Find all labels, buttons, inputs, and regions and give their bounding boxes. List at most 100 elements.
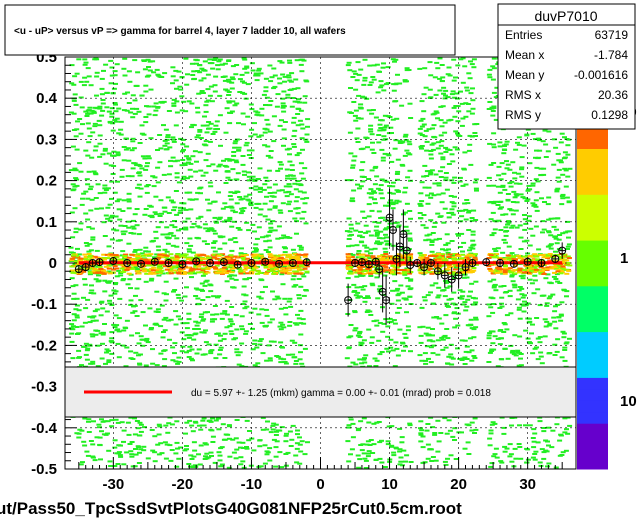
speckle — [200, 299, 206, 301]
speckle — [86, 418, 92, 421]
speckle — [348, 453, 353, 456]
speckle — [304, 197, 310, 200]
speckle — [219, 463, 225, 466]
speckle — [430, 113, 436, 116]
speckle-core — [294, 255, 300, 258]
speckle — [543, 143, 549, 146]
speckle — [195, 134, 201, 137]
speckle — [436, 184, 442, 187]
speckle-core — [271, 272, 277, 275]
speckle — [207, 202, 213, 205]
speckle-core — [399, 272, 405, 275]
speckle — [452, 176, 458, 179]
speckle — [425, 294, 431, 297]
speckle — [540, 220, 546, 223]
speckle — [455, 97, 460, 100]
speckle — [130, 225, 136, 228]
speckle — [228, 330, 234, 333]
speckle-core — [200, 267, 206, 270]
speckle — [83, 307, 89, 310]
speckle — [545, 465, 550, 468]
speckle — [371, 152, 377, 154]
speckle-core — [205, 268, 211, 271]
speckle — [426, 264, 432, 267]
speckle — [133, 351, 139, 354]
speckle-core — [448, 265, 454, 268]
speckle — [437, 57, 443, 60]
speckle — [384, 270, 390, 273]
speckle — [234, 328, 240, 331]
speckle — [364, 250, 370, 253]
speckle-core — [183, 253, 189, 256]
speckle — [506, 221, 512, 224]
speckle — [254, 248, 259, 251]
speckle — [113, 282, 119, 284]
speckle — [283, 453, 289, 455]
speckle-core — [283, 268, 289, 271]
speckle — [222, 332, 228, 335]
speckle-core — [178, 254, 184, 257]
speckle — [541, 430, 547, 433]
speckle — [127, 278, 133, 281]
speckle — [137, 195, 143, 198]
speckle — [435, 67, 441, 70]
speckle — [498, 460, 504, 463]
speckle — [105, 187, 111, 190]
speckle — [263, 308, 269, 311]
speckle — [155, 149, 160, 151]
speckle — [293, 78, 299, 81]
speckle — [213, 343, 219, 346]
speckle — [561, 288, 567, 291]
speckle — [115, 463, 121, 465]
speckle — [203, 455, 208, 458]
speckle — [120, 250, 126, 253]
speckle — [156, 433, 162, 436]
speckle — [532, 274, 538, 277]
speckle — [469, 421, 475, 424]
speckle — [362, 216, 368, 219]
speckle — [469, 359, 475, 362]
speckle — [461, 167, 467, 170]
speckle-core — [266, 270, 272, 273]
speckle — [164, 226, 170, 229]
speckle — [366, 192, 372, 195]
speckle-core — [273, 266, 279, 269]
speckle — [417, 127, 423, 130]
speckle — [375, 240, 380, 243]
speckle — [197, 129, 203, 131]
speckle — [189, 226, 195, 229]
speckle — [143, 208, 149, 210]
speckle — [99, 300, 105, 303]
speckle — [109, 425, 115, 428]
speckle — [155, 226, 161, 229]
speckle — [263, 240, 269, 243]
speckle — [427, 339, 433, 342]
speckle — [267, 359, 273, 362]
speckle — [206, 127, 211, 130]
speckle — [403, 139, 409, 141]
speckle — [490, 297, 496, 300]
speckle — [115, 153, 121, 156]
speckle — [233, 314, 239, 317]
speckle — [514, 201, 520, 204]
speckle — [554, 190, 560, 193]
speckle — [366, 109, 372, 112]
speckle — [85, 454, 91, 457]
speckle — [170, 201, 176, 204]
speckle — [195, 111, 201, 114]
speckle — [94, 308, 100, 311]
speckle — [370, 284, 376, 287]
speckle — [138, 335, 144, 338]
speckle — [170, 359, 176, 362]
speckle — [109, 115, 115, 118]
speckle — [417, 202, 423, 205]
speckle — [252, 339, 258, 342]
speckle — [276, 297, 282, 300]
speckle — [223, 131, 229, 134]
speckle — [130, 137, 136, 140]
speckle — [215, 64, 221, 67]
speckle — [155, 311, 161, 313]
speckle — [267, 231, 273, 233]
speckle — [78, 80, 84, 83]
speckle — [265, 251, 271, 253]
